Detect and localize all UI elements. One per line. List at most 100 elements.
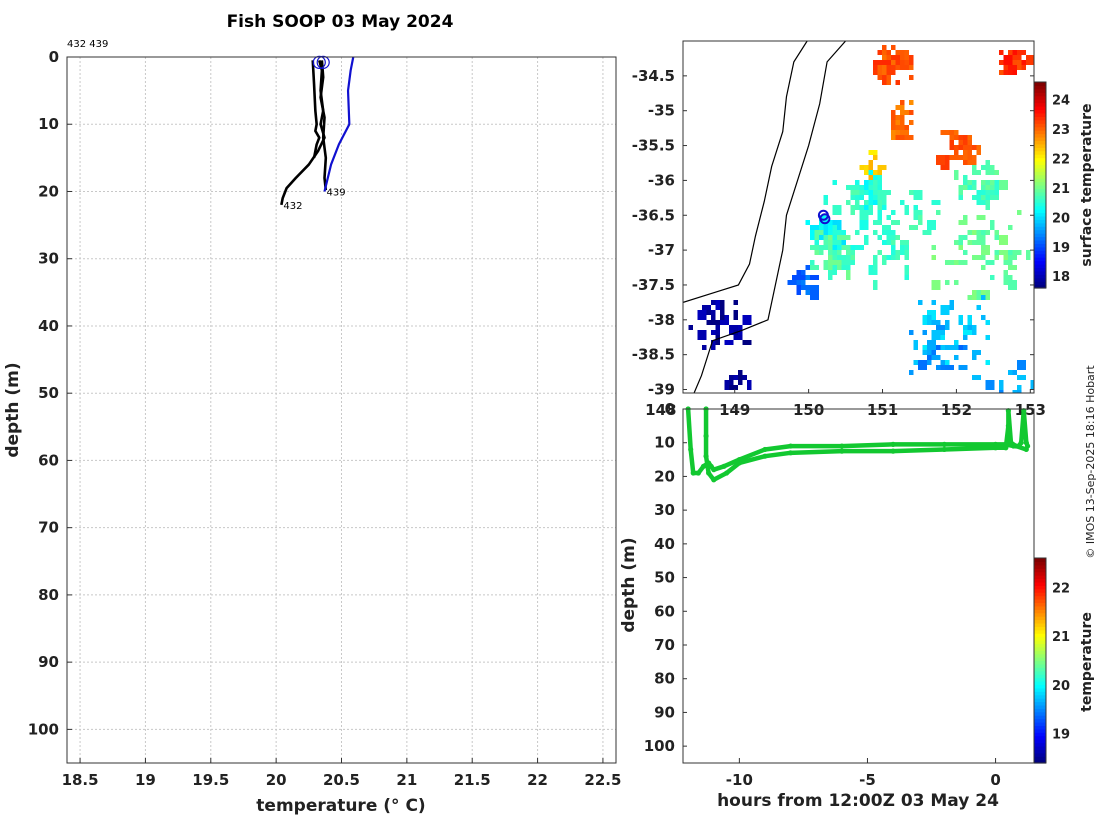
sst-colorbar-segment — [1034, 123, 1046, 128]
sst-cell — [837, 220, 842, 230]
sst-cell — [715, 325, 720, 335]
sst-cell — [931, 200, 941, 205]
sst-cell — [868, 160, 873, 170]
sst-colorbar-segment — [1034, 106, 1046, 111]
sst-cell — [846, 185, 855, 190]
sst-colorbar-segment — [1034, 88, 1046, 93]
temperature-colorbar-segment — [1034, 722, 1046, 727]
sst-cell — [1017, 360, 1026, 370]
timeseries-y-tick-label: 0 — [665, 400, 675, 418]
timeseries-point — [1005, 423, 1011, 429]
sst-cell — [742, 340, 752, 345]
sst-cell — [963, 250, 968, 255]
sst-cell — [999, 380, 1004, 390]
sst-cell — [958, 365, 968, 370]
temperature-colorbar-segment — [1034, 674, 1046, 679]
sst-cell — [972, 350, 981, 355]
sst-colorbar-segment — [1034, 219, 1046, 224]
temperature-colorbar-segment — [1034, 756, 1046, 761]
sst-cell — [873, 70, 878, 75]
profile-y-tick-label: 40 — [38, 317, 59, 335]
sst-cell — [1012, 255, 1017, 260]
sst-colorbar-segment — [1034, 239, 1046, 244]
sst-cell — [711, 315, 716, 320]
sst-cell — [895, 130, 900, 135]
sst-cell — [702, 345, 707, 350]
sst-cell — [819, 230, 824, 235]
sst-cell — [967, 240, 972, 245]
sst-cell — [976, 215, 986, 220]
sst-colorbar-segment — [1034, 253, 1046, 258]
sst-cell — [931, 280, 941, 290]
sst-colorbar-segment — [1034, 140, 1046, 145]
sst-colorbar-segment — [1034, 133, 1046, 138]
sst-cell — [891, 120, 896, 130]
temperature-colorbar-segment — [1034, 725, 1046, 730]
sst-cell — [940, 165, 950, 170]
sst-colorbar-segment — [1034, 157, 1046, 162]
sst-colorbar-segment — [1034, 257, 1046, 262]
sst-cell — [972, 255, 981, 260]
map-lon-tick-label: 152 — [941, 401, 972, 419]
sst-cell — [958, 235, 963, 245]
temperature-colorbar-segment — [1034, 715, 1046, 720]
sst-cell — [918, 300, 923, 305]
sst-cell — [1026, 55, 1034, 65]
sst-cell — [994, 235, 999, 240]
timeseries-x-tick-label: 0 — [990, 771, 1000, 789]
sst-cell — [864, 200, 869, 205]
sst-cell — [706, 320, 711, 325]
temperature-colorbar-segment — [1034, 681, 1046, 686]
sst-cell — [972, 355, 977, 360]
timeseries-y-tick-label: 80 — [654, 670, 675, 688]
sst-cell — [931, 255, 936, 260]
temperature-colorbar-segment — [1034, 605, 1046, 610]
sst-cell — [864, 180, 869, 190]
temperature-colorbar-segment — [1034, 571, 1046, 576]
sst-colorbar-segment — [1034, 222, 1046, 227]
sst-cell — [823, 240, 828, 245]
sst-cell — [990, 195, 999, 200]
sst-cell — [958, 185, 963, 195]
timeseries-point — [1008, 440, 1014, 446]
sst-cell — [954, 170, 959, 180]
timeseries-point — [723, 470, 730, 476]
sst-colorbar-segment — [1034, 116, 1046, 121]
timeseries-point — [695, 470, 701, 476]
sst-cell — [886, 235, 891, 245]
sst-cell — [792, 280, 797, 285]
sst-cell — [1008, 250, 1013, 255]
sst-cell — [1030, 380, 1034, 390]
sst-cell — [891, 245, 896, 250]
timeseries-ticks: 0 10 20 30 40 50 60 70 80 90 100 -10 -5 0 — [644, 400, 1001, 789]
sst-cell — [958, 320, 963, 325]
sst-cell — [985, 380, 995, 390]
temperature-colorbar-segment — [1034, 646, 1046, 651]
sst-cell — [895, 250, 900, 260]
sst-cell — [841, 235, 851, 240]
profile-x-tick-label: 19 — [135, 771, 156, 789]
sst-cell — [859, 165, 864, 170]
sst-cell — [904, 205, 909, 215]
sst-colorbar-segment — [1034, 95, 1046, 100]
sst-cell — [738, 325, 743, 335]
sst-cell — [927, 360, 932, 365]
temperature-colorbar-segment — [1034, 561, 1046, 566]
sst-cell — [922, 315, 927, 325]
sst-colorbar-segment — [1034, 185, 1046, 190]
sst-cell — [801, 285, 810, 290]
sst-cell — [882, 260, 887, 265]
sst-colorbar-segment — [1034, 202, 1046, 207]
sst-cell — [877, 165, 887, 170]
sst-cell — [981, 245, 986, 250]
sst-cell — [742, 315, 752, 325]
sst-cell — [855, 245, 864, 250]
sst-cell — [882, 60, 891, 65]
sst-cell — [958, 220, 968, 225]
timeseries-y-tick-label: 70 — [654, 636, 675, 654]
temperature-colorbar-segment — [1034, 657, 1046, 662]
sst-colorbar-segment — [1034, 250, 1046, 255]
profile-series-line — [280, 60, 326, 206]
sst-cell — [697, 310, 707, 320]
sst-cell — [931, 350, 936, 355]
